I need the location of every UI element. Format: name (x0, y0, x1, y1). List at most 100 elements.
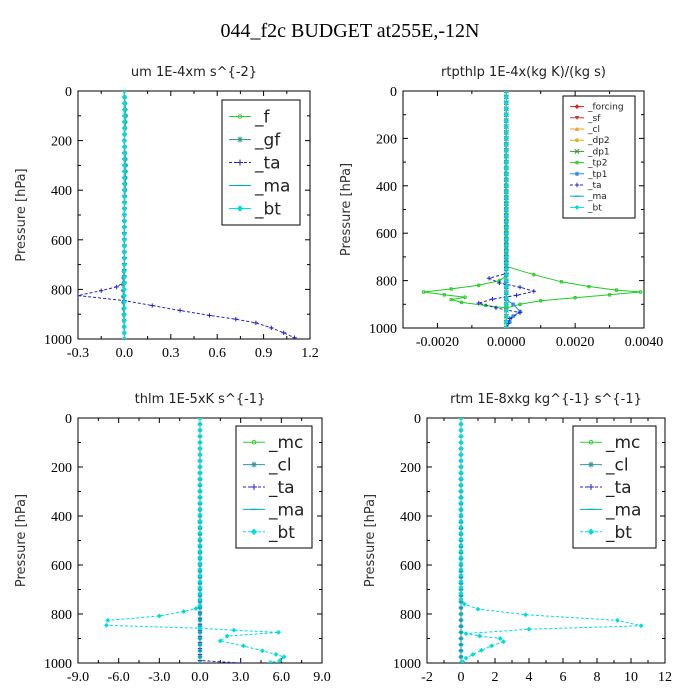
data-point-marker (503, 230, 509, 236)
data-point-marker (573, 295, 577, 300)
legend-entry-tp2: _tp2 (570, 159, 607, 169)
data-point-marker (121, 162, 127, 168)
data-point-marker (503, 183, 509, 189)
data-point-marker (497, 635, 503, 642)
y-tick-label: 600 (51, 559, 72, 574)
data-point-marker (121, 144, 127, 150)
data-point-marker (503, 141, 509, 147)
data-point-marker (458, 524, 464, 530)
legend-entry-bt: _bt (229, 200, 281, 220)
data-point-marker (503, 201, 509, 207)
page-title: 044_f2c BUDGET at255E,-12N (220, 20, 480, 42)
data-point-marker (532, 272, 536, 277)
data-point-marker (197, 542, 203, 548)
legend-entry-ta: _ta (243, 478, 295, 498)
data-point-marker (197, 506, 203, 512)
data-point-marker (421, 290, 426, 294)
y-tick-label: 200 (51, 461, 72, 476)
data-point-marker (503, 195, 509, 201)
data-point-marker (503, 177, 509, 183)
x-tick-label: 9.0 (313, 670, 331, 685)
legend-swatch-marker (237, 136, 243, 143)
legend-label: _bt (587, 203, 602, 213)
x-tick-label: 0 (458, 670, 465, 685)
x-tick-label: -0.0020 (416, 335, 459, 350)
data-point-marker (458, 494, 464, 500)
data-point-marker (503, 189, 509, 195)
legend-label: _f (254, 108, 271, 128)
data-point-marker (614, 617, 620, 623)
data-point-marker (121, 336, 127, 339)
x-tick-label: -6.0 (108, 670, 130, 685)
data-point-marker (121, 181, 127, 187)
data-point-marker (233, 316, 238, 322)
data-point-marker (503, 278, 509, 284)
data-point-marker (475, 606, 481, 612)
data-point-marker (503, 153, 509, 159)
x-tick-label: 12 (658, 670, 672, 685)
data-point-marker (121, 200, 127, 206)
data-point-marker (503, 260, 509, 266)
legend-swatch-marker (574, 182, 580, 188)
legend-entry-bt: _bt (243, 523, 295, 543)
data-point-marker (503, 283, 509, 290)
data-point-marker (197, 445, 203, 451)
y-tick-label: 800 (400, 608, 421, 623)
y-tick-label: 200 (51, 135, 72, 150)
data-point-marker (121, 286, 127, 292)
data-point-marker (607, 293, 612, 297)
x-tick-label: -9.0 (67, 670, 89, 685)
data-point-marker (507, 319, 512, 325)
data-point-marker (105, 617, 111, 623)
x-tick-label: 2 (492, 670, 499, 685)
legend-swatch-marker (574, 126, 580, 131)
legend-entry-ta: _ta (580, 478, 632, 498)
data-point-marker (587, 284, 591, 289)
legend-label: _ma (254, 177, 290, 197)
data-point-marker (121, 125, 127, 131)
data-point-marker (510, 313, 516, 319)
data-point-marker (489, 643, 495, 649)
data-point-marker (197, 548, 203, 554)
data-point-marker (156, 613, 162, 619)
data-point-marker (503, 159, 509, 165)
data-point-marker (121, 175, 127, 181)
legend-entry-f: _f (229, 108, 271, 128)
chart-panel-1: um 1E-4xm s^{-2} Pressure [hPa] 0 200 400 600… (14, 65, 319, 361)
legend-label: _bt (268, 523, 295, 543)
legend-swatch-marker (588, 461, 594, 468)
data-point-marker (121, 156, 127, 162)
legend-swatch-marker (588, 484, 594, 490)
y-tick-label: 600 (51, 234, 72, 249)
data-point-marker (507, 316, 512, 321)
y-tick-label: 0 (390, 85, 397, 100)
data-point-marker (197, 433, 203, 439)
data-point-marker (121, 113, 127, 119)
data-point-marker (197, 578, 203, 584)
legend-label: _ta (254, 154, 281, 174)
data-point-marker (458, 469, 464, 475)
data-point-marker (458, 572, 464, 578)
data-point-marker (559, 279, 564, 284)
data-point-marker (121, 91, 127, 94)
data-point-marker (78, 293, 81, 298)
data-point-marker (503, 94, 509, 100)
legend-entry-sf: _sf (570, 114, 601, 124)
data-point-marker (503, 135, 509, 141)
legend-swatch-marker (237, 114, 243, 119)
data-point-marker (459, 300, 464, 305)
data-point-marker (197, 530, 203, 536)
data-point-marker (207, 313, 212, 318)
data-point-marker (99, 288, 104, 293)
data-point-marker (503, 100, 509, 106)
data-point-marker (292, 335, 297, 339)
chart-title: thlm 1E-5xK s^{-1} (135, 392, 266, 407)
data-point-marker (458, 512, 464, 518)
data-point-marker (121, 268, 127, 274)
data-point-marker (121, 119, 127, 125)
data-point-marker (197, 421, 203, 427)
plot-area (103, 418, 287, 663)
data-point-marker (197, 602, 203, 608)
plot-area (78, 91, 297, 339)
legend-entry-ma: _ma (580, 500, 641, 520)
